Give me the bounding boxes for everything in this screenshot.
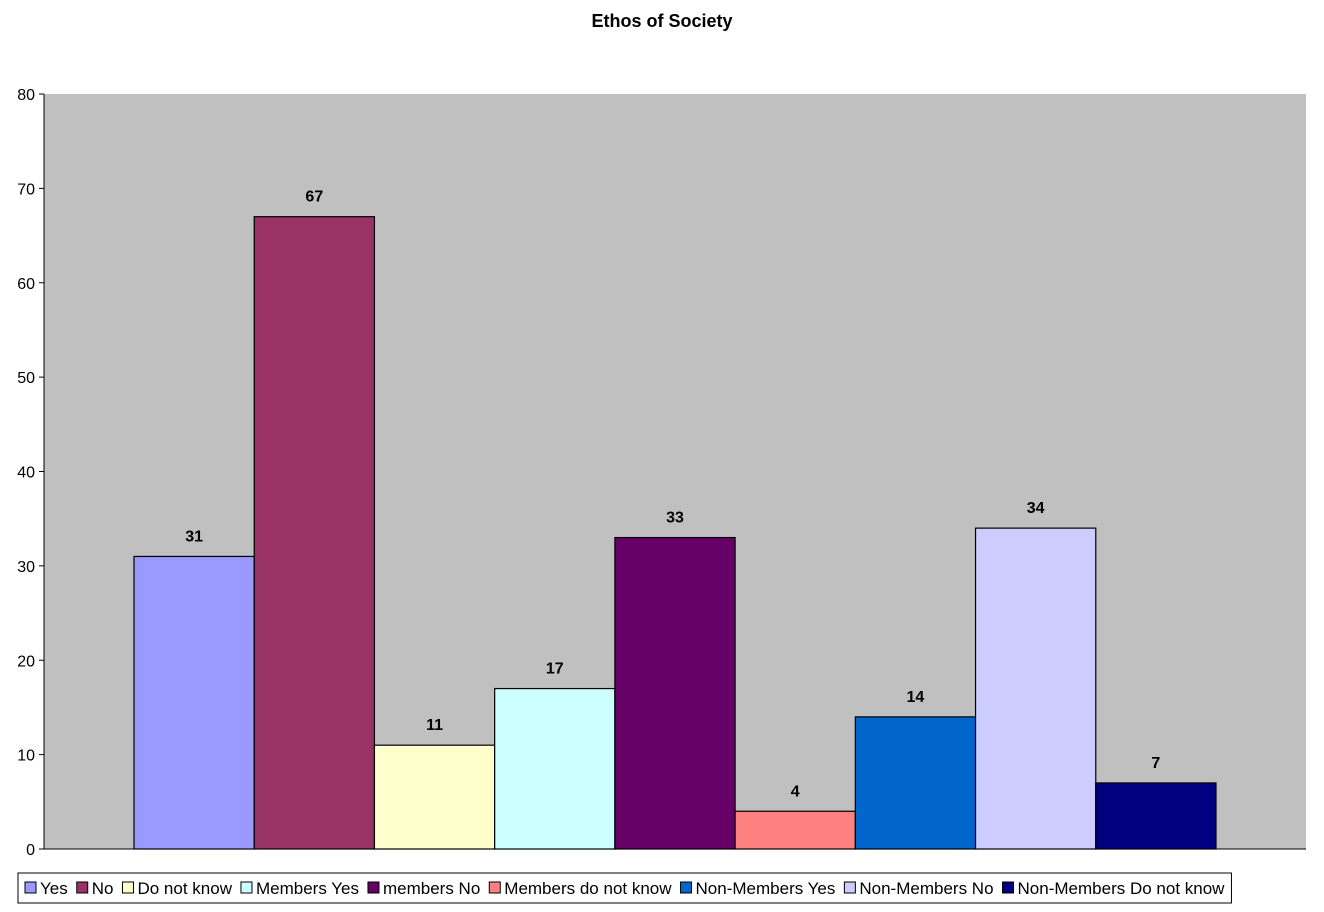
legend-swatch xyxy=(24,881,37,894)
data-label: 33 xyxy=(666,510,684,527)
legend-label: No xyxy=(92,879,114,898)
legend-swatch xyxy=(240,881,253,894)
data-label: 67 xyxy=(305,189,323,206)
legend-swatch xyxy=(488,881,501,894)
y-tick-label: 50 xyxy=(17,370,35,387)
legend-label: Do not know xyxy=(137,879,232,898)
legend-swatch xyxy=(843,881,856,894)
bar-yes xyxy=(133,555,255,850)
legend-label: Members do not know xyxy=(504,879,672,898)
legend-label: Members Yes xyxy=(256,879,359,898)
y-tick-label: 70 xyxy=(17,181,35,198)
bar-no xyxy=(253,216,376,850)
legend-swatch xyxy=(367,881,380,894)
legend-item: Members do not know xyxy=(488,879,672,898)
y-tick-label: 60 xyxy=(17,276,35,293)
legend-swatch xyxy=(76,881,89,894)
legend-label: Non-Members No xyxy=(859,879,993,898)
legend-item: Non-Members Do not know xyxy=(1002,879,1226,898)
legend-item: Yes xyxy=(24,879,68,898)
legend-label: Non-Members Do not know xyxy=(1018,879,1226,898)
data-label: 11 xyxy=(426,717,443,734)
y-tick-label: 80 xyxy=(17,87,35,104)
legend-swatch xyxy=(1002,881,1015,894)
legend-label: members No xyxy=(383,879,480,898)
data-label: 34 xyxy=(1027,500,1045,517)
data-label: 17 xyxy=(546,661,564,678)
bar-non-members-do-not-know xyxy=(1095,782,1217,850)
bar-members-no xyxy=(614,536,736,850)
bar-non-members-no xyxy=(974,527,1097,850)
legend-swatch xyxy=(121,881,134,894)
legend-label: Yes xyxy=(40,879,68,898)
legend-item: Do not know xyxy=(121,879,233,898)
y-tick-label: 10 xyxy=(17,748,35,765)
data-label: 31 xyxy=(185,528,203,545)
legend-item: No xyxy=(76,879,114,898)
bar-members-yes xyxy=(494,687,616,850)
data-label: 14 xyxy=(907,689,925,706)
data-label: 7 xyxy=(1151,755,1160,772)
legend-label: Non-Members Yes xyxy=(696,879,836,898)
legend-swatch xyxy=(680,881,693,894)
legend-item: members No xyxy=(367,879,480,898)
data-label: 4 xyxy=(791,783,800,800)
bar-members-do-not-know xyxy=(734,810,856,850)
bar-non-members-yes xyxy=(854,716,977,850)
y-tick-label: 20 xyxy=(17,653,35,670)
legend-item: Members Yes xyxy=(240,879,359,898)
y-tick-label: 30 xyxy=(17,559,35,576)
chart-title: Ethos of Society xyxy=(591,11,732,31)
legend-box xyxy=(17,872,1232,904)
y-tick-label: 40 xyxy=(17,465,35,482)
legend-item: Non-Members Yes xyxy=(680,879,836,898)
bar-do-not-know xyxy=(373,744,496,850)
y-tick-label: 0 xyxy=(26,842,35,859)
legend-item: Non-Members No xyxy=(843,879,994,898)
